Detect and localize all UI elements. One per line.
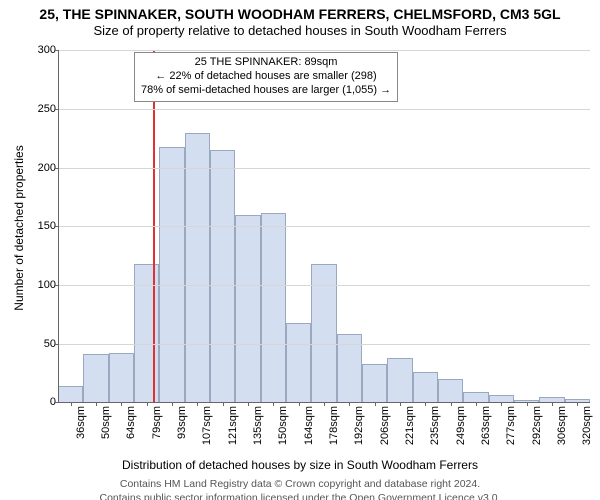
x-tick-label: 36sqm — [75, 406, 87, 439]
footer-line-1: Contains HM Land Registry data © Crown c… — [10, 478, 590, 491]
footer: Contains HM Land Registry data © Crown c… — [10, 478, 590, 500]
plot: 25 THE SPINNAKER: 89sqm ← 22% of detache… — [58, 50, 590, 402]
x-tick-label: 235sqm — [429, 406, 441, 445]
annotation-line-1: 25 THE SPINNAKER: 89sqm — [141, 56, 391, 70]
y-axis-label: Number of detached properties — [12, 146, 26, 311]
histogram-bar — [489, 395, 514, 402]
title-line-1: 25, THE SPINNAKER, SOUTH WOODHAM FERRERS… — [10, 6, 590, 23]
histogram-bar — [109, 353, 134, 402]
x-axis-label: Distribution of detached houses by size … — [10, 458, 590, 472]
histogram-bar — [362, 364, 387, 403]
x-tick-label: 249sqm — [455, 406, 467, 445]
histogram-bar — [210, 150, 235, 402]
histogram-bar — [413, 372, 438, 403]
x-tick-label: 192sqm — [353, 406, 365, 445]
x-tick-label: 221sqm — [404, 406, 416, 445]
annotation-box: 25 THE SPINNAKER: 89sqm ← 22% of detache… — [134, 52, 398, 101]
x-tick-label: 206sqm — [379, 406, 391, 445]
histogram-bar — [438, 379, 463, 402]
x-tick-label: 79sqm — [151, 406, 163, 439]
annotation-line-3: 78% of semi-detached houses are larger (… — [141, 84, 391, 98]
x-tick-label: 263sqm — [480, 406, 492, 445]
chart-area: Number of detached properties 0501001502… — [10, 40, 590, 402]
footer-line-2: Contains public sector information licen… — [10, 492, 590, 500]
x-tick-label: 306sqm — [556, 406, 568, 445]
x-tick-label: 107sqm — [201, 406, 213, 445]
x-tick-label: 292sqm — [531, 406, 543, 445]
x-tick-label: 121sqm — [227, 406, 239, 445]
x-tick-label: 64sqm — [125, 406, 137, 439]
x-tick-label: 320sqm — [581, 406, 593, 445]
x-tick-label: 50sqm — [100, 406, 112, 439]
x-tick-label: 164sqm — [303, 406, 315, 445]
histogram-bar — [159, 147, 184, 403]
histogram-bar — [235, 215, 260, 403]
histogram-bar — [58, 386, 83, 402]
y-ticks: 050100150200250300 — [28, 40, 58, 402]
histogram-bar — [261, 213, 286, 402]
x-tick-label: 178sqm — [328, 406, 340, 445]
histogram-bar — [463, 392, 488, 403]
x-tick-label: 150sqm — [277, 406, 289, 445]
title-line-2: Size of property relative to detached ho… — [10, 23, 590, 39]
histogram-bar — [185, 133, 210, 403]
x-tick-label: 135sqm — [252, 406, 264, 445]
annotation-line-2: ← 22% of detached houses are smaller (29… — [141, 70, 391, 84]
x-ticks: 36sqm 50sqm 64sqm 79sqm 93sqm 107sqm 121sqm 135… — [58, 402, 590, 458]
histogram-bar — [83, 354, 108, 402]
x-tick-label: 277sqm — [505, 406, 517, 445]
histogram-bar — [387, 358, 412, 403]
histogram-bar — [286, 323, 311, 403]
x-tick-label: 93sqm — [176, 406, 188, 439]
